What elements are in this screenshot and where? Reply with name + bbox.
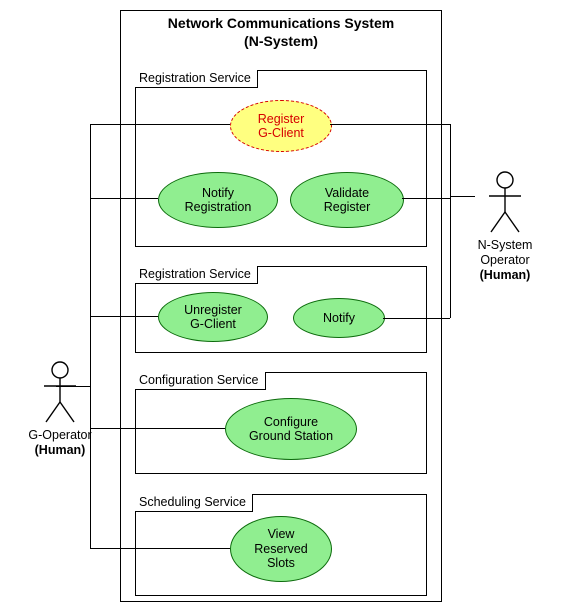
connector [402,198,450,199]
system-title-l2: (N-System) [244,33,318,49]
connector [330,124,450,125]
connector [90,548,230,549]
uc-view-l1: View [268,527,295,541]
uc-view-l2: Reserved [254,542,308,556]
connector [90,198,158,199]
connector [383,318,450,319]
stick-figure-icon [485,170,525,236]
service-configuration-label: Configuration Service [135,372,266,390]
actor-n-operator-label: N-System Operator (Human) [455,238,555,283]
connector [90,316,158,317]
connector [450,124,451,318]
connector [90,124,91,548]
usecase-view-reserved-slots: View Reserved Slots [230,516,332,582]
n-operator-name-l2: Operator [480,253,529,267]
actor-g-operator: G-Operator (Human) [20,360,100,458]
uc-validate-l1: Validate [325,186,369,200]
uc-config-l2: Ground Station [249,429,333,443]
usecase-notify-registration: Notify Registration [158,172,278,228]
g-operator-name: G-Operator [28,428,91,442]
stick-figure-icon [40,360,80,426]
usecase-validate-register: Validate Register [290,172,404,228]
service-registration-1-label: Registration Service [135,70,258,88]
uc-unreg-l1: Unregister [184,303,242,317]
service-scheduling-label: Scheduling Service [135,494,253,512]
connector [450,196,475,197]
uc-notify-l1: Notify [323,311,355,325]
system-title: Network Communications System (N-System) [121,11,441,52]
g-operator-type: (Human) [35,443,86,457]
service-registration-2-label: Registration Service [135,266,258,284]
uc-validate-l2: Register [324,200,371,214]
n-operator-type: (Human) [480,268,531,282]
usecase-unregister-g-client: Unregister G-Client [158,292,268,342]
connector [56,386,90,387]
usecase-notify: Notify [293,298,385,338]
uc-config-l1: Configure [264,415,318,429]
uc-unreg-l2: G-Client [190,317,236,331]
uc-register-l2: G-Client [258,126,304,140]
actor-n-system-operator: N-System Operator (Human) [455,170,555,283]
uc-notifyreg-l1: Notify [202,186,234,200]
usecase-register-g-client: Register G-Client [230,100,332,152]
connector [90,124,230,125]
usecase-configure-ground-station: Configure Ground Station [225,398,357,460]
connector [90,428,225,429]
uc-notifyreg-l2: Registration [185,200,252,214]
actor-g-operator-label: G-Operator (Human) [20,428,100,458]
n-operator-name-l1: N-System [478,238,533,252]
system-title-l1: Network Communications System [168,15,394,31]
uc-view-l3: Slots [267,556,295,570]
uc-register-l1: Register [258,112,305,126]
